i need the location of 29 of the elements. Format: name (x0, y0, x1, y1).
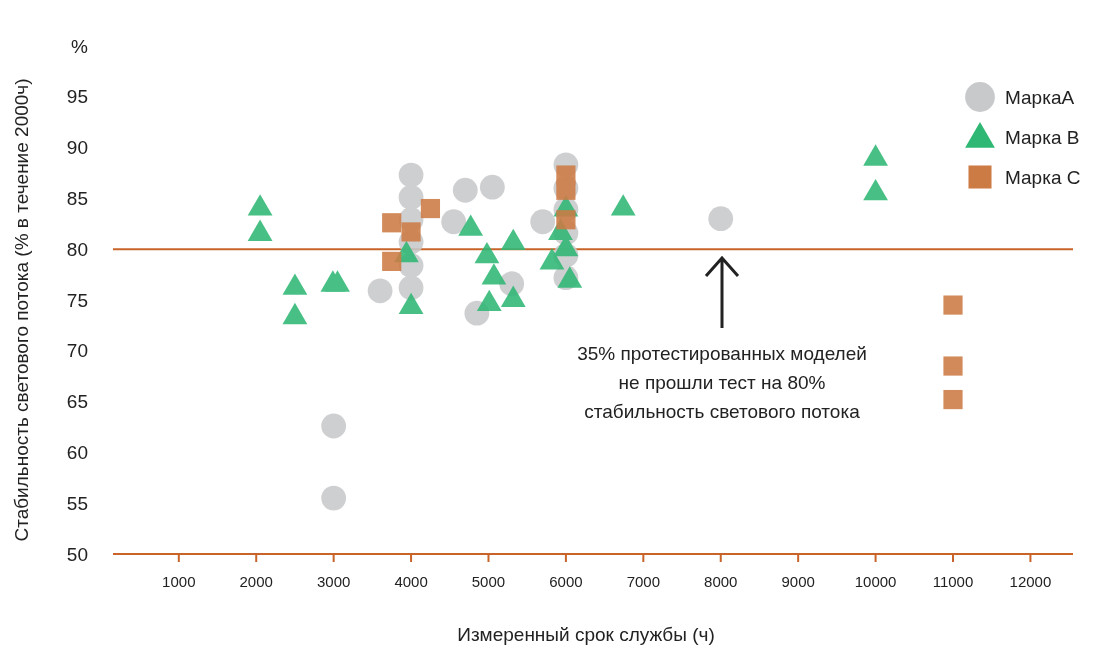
y-tick-label: 60 (66, 442, 88, 464)
y-tick-label: 80 (66, 238, 88, 260)
x-tick-label: 7000 (626, 573, 661, 590)
x-tick-label: 12000 (1009, 573, 1052, 590)
x-tick-label: 11000 (932, 573, 974, 590)
y-tick-label: 75 (66, 289, 88, 311)
x-tick-label: 8000 (704, 573, 738, 590)
x-tick-label: 5000 (471, 573, 506, 590)
x-tick-label: 2000 (239, 573, 273, 590)
y-tick-label: 55 (66, 492, 88, 514)
annotation: 35% протестированных моделей не прошли тест на 80% стабильность светового потока (577, 343, 867, 422)
x-tick-label: 1000 (162, 573, 196, 590)
y-tick-label: 65 (66, 391, 88, 413)
x-tick-label: 6000 (549, 573, 583, 590)
x-tick-label: 3000 (316, 573, 351, 590)
y-tick-label: % (71, 35, 89, 57)
y-tick-label: 70 (66, 340, 88, 362)
x-axis-title: Измеренный срок службы (ч) (457, 624, 715, 645)
x-tick-label: 4000 (394, 573, 428, 590)
legend-label: Марка C (1005, 166, 1081, 188)
legend-label: Марка B (1005, 126, 1080, 148)
y-tick-label: 95 (66, 86, 88, 108)
y-tick-label: 50 (66, 543, 88, 565)
y-axis-title: Стабильность светового потока (% в течение 2000ч) (11, 78, 32, 542)
y-tick-label: 85 (66, 188, 88, 210)
x-tick-label: 10000 (854, 573, 897, 590)
legend-label: МаркаA (1005, 86, 1075, 108)
y-tick-label: 90 (66, 137, 88, 159)
x-tick-label: 9000 (781, 573, 815, 590)
